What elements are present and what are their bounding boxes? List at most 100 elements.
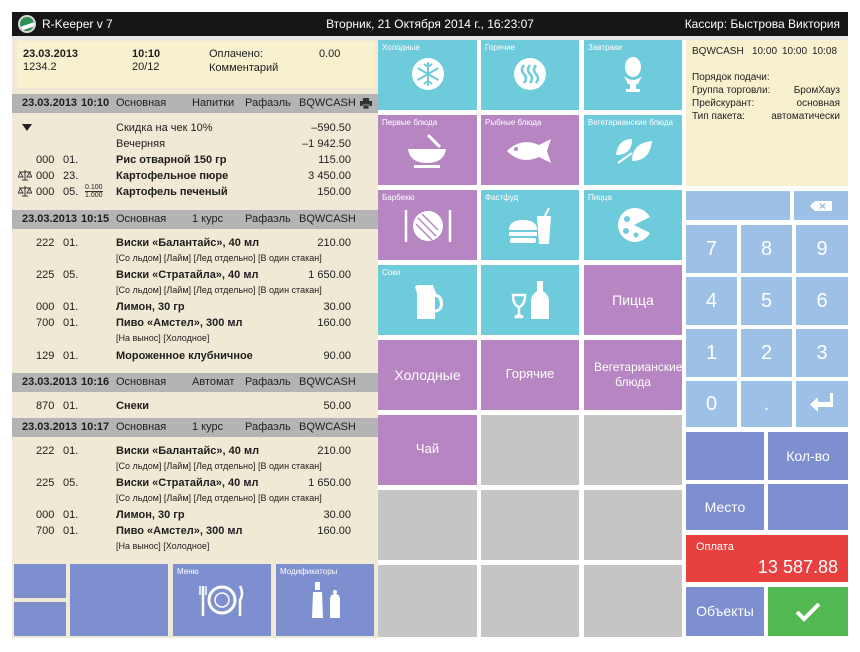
fraction-denominator: 1.000 — [85, 192, 103, 199]
order-row[interactable]: 222 01. Виски «Балантайс», 40 мл 210.00 — [12, 234, 378, 251]
packet-type-label: Тип пакета: — [692, 111, 745, 122]
order-row[interactable]: 222 01. Виски «Балантайс», 40 мл 210.00 — [12, 442, 378, 459]
item-qty: 05. — [63, 269, 79, 281]
key-dot[interactable]: . — [741, 381, 792, 427]
menu-button[interactable]: Меню — [173, 564, 271, 636]
key-4[interactable]: 4 — [686, 277, 737, 325]
payment-label: Оплата — [696, 541, 734, 553]
printer-icon[interactable] — [360, 98, 372, 109]
payment-button[interactable]: Оплата 13 587.88 — [686, 535, 848, 582]
order-row[interactable]: 000 05. 0.100 1.000 Картофель печеный 150… — [12, 183, 378, 200]
order-row[interactable]: Вечерняя –1 942.50 — [12, 135, 378, 152]
key-6[interactable]: 6 — [796, 277, 848, 325]
order-row[interactable]: 700 01. Пиво «Амстел», 300 мл 160.00 — [12, 314, 378, 331]
confirm-button[interactable] — [768, 587, 848, 636]
empty-button[interactable] — [70, 564, 168, 636]
group-course: 1 курс — [192, 213, 224, 225]
category-hot[interactable]: Горячие — [481, 40, 579, 110]
empty-action-button[interactable] — [686, 432, 764, 480]
empty-tile[interactable] — [378, 565, 477, 637]
order-row[interactable]: 700 01. Пиво «Амстел», 300 мл 160.00 — [12, 522, 378, 539]
item-price: 150.00 — [317, 186, 351, 198]
empty-tile[interactable] — [584, 565, 682, 637]
order-row[interactable]: 225 05. Виски «Стратайла», 40 мл 1 650.0… — [12, 266, 378, 283]
category-pizza-big[interactable]: Пицца — [584, 265, 682, 335]
order-panel[interactable]: 23.03.2013 10:10 1234.2 20/12 Оплачено: … — [12, 40, 378, 638]
category-cold[interactable]: Холодные — [378, 40, 477, 110]
category-drinks[interactable] — [481, 265, 579, 335]
category-veg[interactable]: Вегетарианские блюда — [584, 115, 682, 185]
category-hot-big[interactable]: Горячие — [481, 340, 579, 410]
category-tea[interactable]: Чай — [378, 415, 477, 485]
order-row[interactable]: 870 01. Снеки 50.00 — [12, 397, 378, 414]
key-label: 6 — [816, 290, 828, 312]
order-header: 23.03.2013 10:10 1234.2 20/12 Оплачено: … — [17, 41, 376, 88]
modifiers-row: [Со льдом] [Лайм] [Лед отдельно] [В один… — [12, 489, 378, 506]
order-group-header[interactable]: 23.03.2013 10:16 Основная Автомат Рафаэл… — [12, 373, 378, 392]
item-name: Вечерняя — [116, 138, 166, 150]
order-group-header[interactable]: 23.03.2013 10:10 Основная Напитки Рафаэл… — [12, 94, 378, 113]
empty-tile[interactable] — [584, 490, 682, 560]
group-time: 10:15 — [81, 213, 110, 225]
checkmark-icon — [795, 602, 821, 622]
order-row[interactable]: 000 23. Картофельное пюре 3 450.00 — [12, 167, 378, 184]
empty-tile[interactable] — [378, 490, 477, 560]
empty-tile[interactable] — [481, 415, 579, 485]
backspace-button[interactable] — [794, 191, 848, 220]
order-group-header[interactable]: 23.03.2013 10:17 Основная 1 курс Рафаэль… — [12, 418, 378, 437]
group-course: Напитки — [192, 97, 235, 109]
item-code: 129 — [36, 350, 55, 362]
category-breakfast[interactable]: Завтраки — [584, 40, 682, 110]
empty-action-button[interactable] — [768, 484, 848, 530]
key-0[interactable]: 0 — [686, 381, 737, 427]
category-juice[interactable]: Соки — [378, 265, 477, 335]
key-7[interactable]: 7 — [686, 225, 737, 273]
item-name: Виски «Балантайс», 40 мл — [116, 237, 260, 249]
order-group-header[interactable]: 23.03.2013 10:15 Основная 1 курс Рафаэль… — [12, 210, 378, 229]
category-pizza[interactable]: Пицца — [584, 190, 682, 260]
key-8[interactable]: 8 — [741, 225, 792, 273]
key-9[interactable]: 9 — [796, 225, 848, 273]
item-price: 210.00 — [317, 445, 351, 457]
item-price: 160.00 — [317, 317, 351, 329]
category-label: Первые блюда — [382, 118, 438, 127]
order-row[interactable]: 225 05. Виски «Стратайла», 40 мл 1 650.0… — [12, 474, 378, 491]
key-2[interactable]: 2 — [741, 329, 792, 377]
order-row[interactable]: Скидка на чек 10% –590.50 — [12, 119, 378, 136]
trade-group-value: БромХауз — [793, 85, 840, 96]
key-3[interactable]: 3 — [796, 329, 848, 377]
order-row[interactable]: 129 01. Мороженное клубничное 90.00 — [12, 347, 378, 364]
category-fish[interactable]: Рыбные блюда — [481, 115, 579, 185]
order-date: 23.03.2013 — [23, 48, 79, 60]
category-veg-big[interactable]: Вегетарианские блюда — [584, 340, 682, 410]
empty-tile[interactable] — [584, 415, 682, 485]
place-button[interactable]: Место — [686, 484, 764, 530]
condiments-icon — [312, 582, 340, 618]
order-row[interactable]: 000 01. Лимон, 30 гр 30.00 — [12, 298, 378, 315]
empty-button[interactable] — [14, 564, 66, 598]
collapse-triangle-icon[interactable] — [22, 124, 32, 131]
modifiers-button[interactable]: Модификаторы — [276, 564, 374, 636]
category-cold-big[interactable]: Холодные — [378, 340, 477, 410]
category-first[interactable]: Первые блюда — [378, 115, 477, 185]
objects-button[interactable]: Объекты — [686, 587, 764, 636]
key-1[interactable]: 1 — [686, 329, 737, 377]
enter-button[interactable] — [796, 381, 848, 427]
objects-label: Объекты — [696, 603, 754, 619]
group-station: BQWCASH — [299, 213, 356, 225]
category-label: Горячие — [485, 43, 516, 52]
quantity-button[interactable]: Кол-во — [768, 432, 848, 480]
empty-button[interactable] — [14, 602, 66, 636]
category-fastfood[interactable]: Фастфуд — [481, 190, 579, 260]
group-date: 23.03.2013 — [22, 421, 78, 433]
pizza-icon — [618, 208, 650, 242]
order-row[interactable]: 000 01. Рис отварной 150 гр 115.00 — [12, 151, 378, 168]
empty-tile[interactable] — [481, 490, 579, 560]
empty-tile[interactable] — [481, 565, 579, 637]
category-bbq[interactable]: Барбекю — [378, 190, 477, 260]
numeric-display — [686, 191, 790, 220]
order-row[interactable]: 000 01. Лимон, 30 гр 30.00 — [12, 506, 378, 523]
price-list-label: Прейскурант: — [692, 98, 755, 109]
key-5[interactable]: 5 — [741, 277, 792, 325]
key-label: 5 — [760, 290, 773, 312]
